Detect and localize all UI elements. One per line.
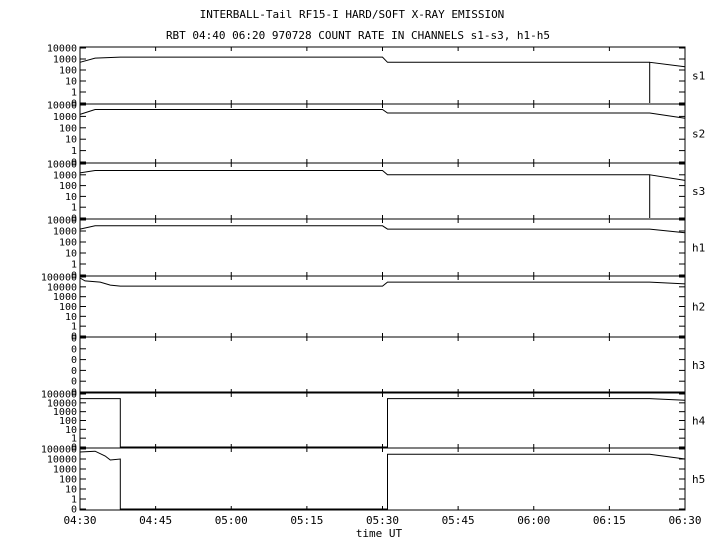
y-tick-label: 1 bbox=[71, 322, 77, 333]
y-tick-label: 100 bbox=[59, 181, 77, 192]
y-tick-label: 1 bbox=[71, 203, 77, 214]
panel-label: s1 bbox=[692, 70, 705, 83]
y-tick-label: 100000 bbox=[41, 390, 77, 401]
panel-label: h3 bbox=[692, 359, 705, 372]
y-tick-label: 1 bbox=[71, 88, 77, 99]
y-tick-label: 1 bbox=[71, 495, 77, 506]
panel-label: h4 bbox=[692, 415, 706, 428]
y-tick-label: 10 bbox=[65, 192, 77, 203]
series-line-h1 bbox=[79, 225, 686, 234]
y-tick-label: 10 bbox=[65, 312, 77, 323]
y-tick-label: 10000 bbox=[47, 398, 77, 409]
y-tick-label: 10 bbox=[65, 77, 77, 88]
y-tick-label: 0 bbox=[71, 505, 77, 516]
series-line-h4 bbox=[80, 398, 686, 448]
x-tick-label: 06:30 bbox=[668, 514, 701, 527]
y-tick-label: 0 bbox=[71, 99, 77, 110]
y-tick-label: 10000 bbox=[47, 282, 77, 293]
y-tick-label: 1000 bbox=[53, 170, 77, 181]
y-tick-label: 10000 bbox=[47, 101, 77, 112]
y-tick-label: 1000 bbox=[53, 292, 77, 303]
y-tick-label: 10 bbox=[65, 425, 77, 436]
y-tick-label: 0 bbox=[71, 344, 77, 355]
x-axis: 04:30 04:45 05:00 05:15 05:30 05:45 06:00 06:15… bbox=[63, 514, 701, 527]
panel-frame bbox=[79, 392, 686, 449]
panel-frame bbox=[79, 336, 686, 394]
x-axis-label: time UT bbox=[356, 527, 403, 540]
panels-group: 1000010001001010s11000010001001010s21000… bbox=[41, 44, 706, 516]
y-tick-label: 1 bbox=[71, 146, 77, 157]
panel-frame bbox=[79, 162, 686, 220]
y-tick-label: 1000 bbox=[53, 112, 77, 123]
panel-label: h5 bbox=[692, 473, 705, 486]
y-tick-label: 0 bbox=[71, 388, 77, 399]
y-tick-label: 10 bbox=[65, 249, 77, 260]
y-tick-label: 100000 bbox=[41, 273, 77, 284]
y-tick-label: 0 bbox=[71, 214, 77, 225]
y-tick-label: 1000 bbox=[53, 465, 77, 476]
series-line-s3 bbox=[79, 170, 686, 218]
y-tick-label: 100 bbox=[59, 66, 77, 77]
x-tick-label: 05:45 bbox=[442, 514, 475, 527]
x-tick-label: 05:15 bbox=[290, 514, 323, 527]
y-tick-label: 0 bbox=[71, 158, 77, 169]
panel-frame bbox=[79, 46, 686, 105]
y-tick-label: 10000 bbox=[47, 160, 77, 171]
y-tick-label: 10000 bbox=[47, 455, 77, 466]
y-tick-label: 100 bbox=[59, 238, 77, 249]
x-tick-label: 04:45 bbox=[139, 514, 172, 527]
y-tick-label: 100000 bbox=[41, 445, 77, 456]
y-tick-label: 0 bbox=[71, 271, 77, 282]
panel-frame bbox=[79, 275, 686, 338]
panel-label: h1 bbox=[692, 242, 705, 255]
panel-frame bbox=[79, 447, 686, 511]
chart-subtitle: RBT 04:40 06:20 970728 COUNT RATE IN CHA… bbox=[166, 29, 550, 42]
y-tick-label: 1 bbox=[71, 260, 77, 271]
y-tick-label: 1000 bbox=[53, 227, 77, 238]
chart-title: INTERBALL-Tail RF15-I HARD/SOFT X-RAY EM… bbox=[200, 8, 505, 21]
y-tick-label: 0 bbox=[71, 366, 77, 377]
y-tick-label: 10 bbox=[65, 135, 77, 146]
y-tick-label: 10000 bbox=[47, 216, 77, 227]
x-tick-label: 05:00 bbox=[215, 514, 248, 527]
y-tick-label: 1000 bbox=[53, 55, 77, 66]
y-tick-label: 0 bbox=[71, 355, 77, 366]
y-tick-label: 0 bbox=[71, 443, 77, 454]
y-tick-label: 100 bbox=[59, 475, 77, 486]
panel-label: h2 bbox=[692, 301, 705, 314]
y-tick-label: 100 bbox=[59, 123, 77, 134]
series-line-h5 bbox=[79, 450, 686, 510]
series-line-s1 bbox=[79, 56, 686, 103]
panel-label: s2 bbox=[692, 128, 705, 141]
x-tick-label: 06:00 bbox=[517, 514, 550, 527]
panel-label: s3 bbox=[692, 185, 705, 198]
y-tick-label: 100 bbox=[59, 416, 77, 427]
y-tick-label: 0 bbox=[71, 377, 77, 388]
x-tick-label: 04:30 bbox=[63, 514, 96, 527]
y-tick-label: 0 bbox=[71, 332, 77, 343]
series-line-h2 bbox=[79, 277, 686, 287]
y-tick-label: 100 bbox=[59, 302, 77, 313]
y-tick-label: 1 bbox=[71, 434, 77, 445]
series-line-s2 bbox=[79, 109, 686, 119]
x-tick-label: 06:15 bbox=[593, 514, 626, 527]
y-tick-label: 1000 bbox=[53, 407, 77, 418]
y-tick-label: 10 bbox=[65, 485, 77, 496]
y-tick-label: 0 bbox=[71, 334, 77, 345]
x-tick-label: 05:30 bbox=[366, 514, 399, 527]
panel-frame bbox=[79, 218, 686, 277]
y-tick-label: 10000 bbox=[47, 44, 77, 55]
